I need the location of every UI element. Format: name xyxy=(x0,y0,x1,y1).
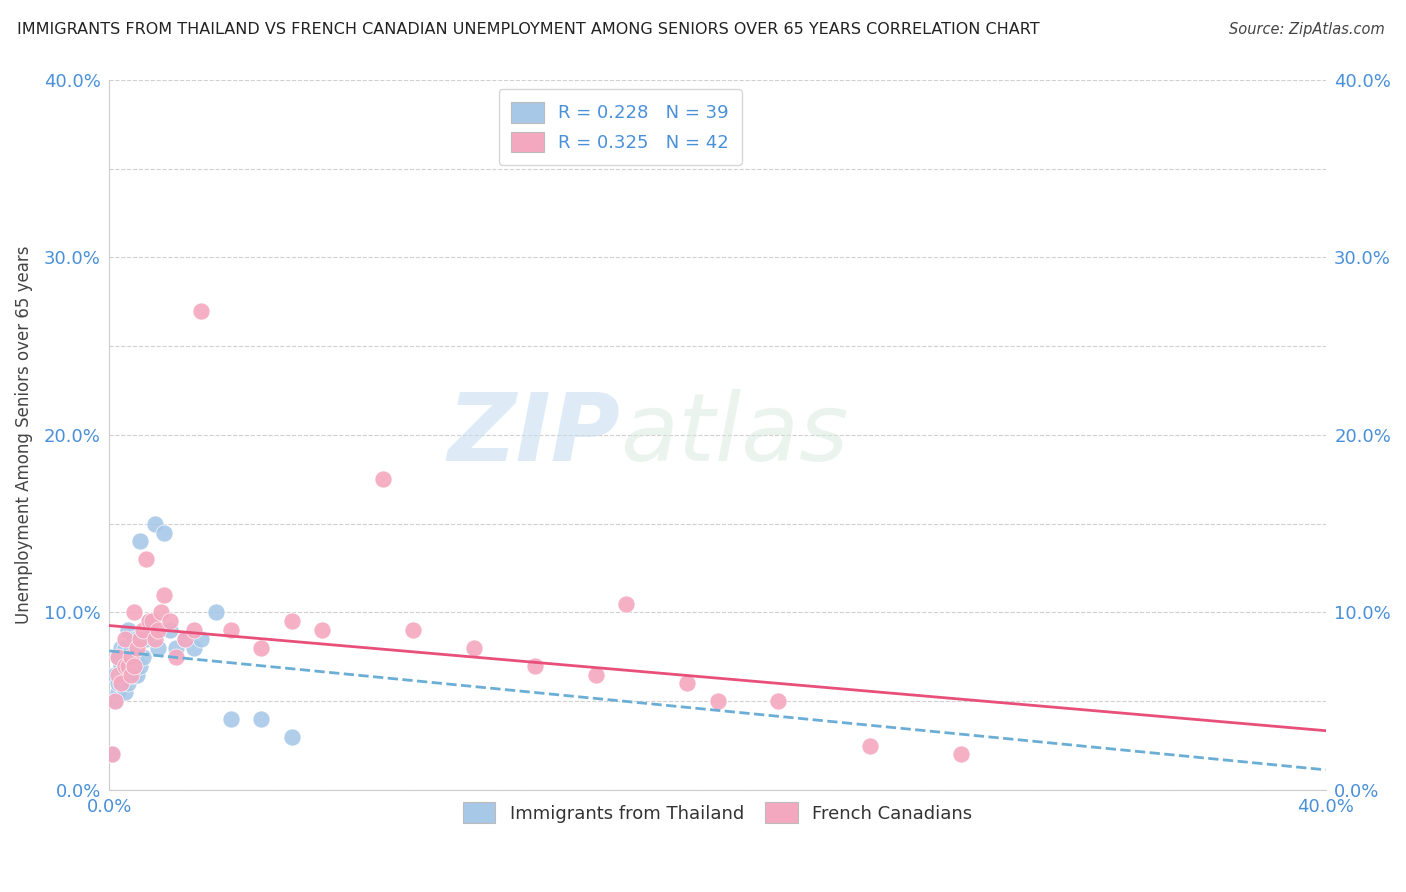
Point xyxy=(128,658,150,673)
Point xyxy=(174,632,197,646)
Point xyxy=(120,667,142,681)
Point xyxy=(153,588,176,602)
Point xyxy=(524,658,547,673)
Point xyxy=(676,676,699,690)
Point xyxy=(107,649,129,664)
Point xyxy=(128,632,150,646)
Point xyxy=(281,615,304,629)
Point xyxy=(183,640,205,655)
Point xyxy=(159,623,181,637)
Point xyxy=(120,649,142,664)
Point xyxy=(117,676,139,690)
Point xyxy=(138,615,160,629)
Point xyxy=(183,623,205,637)
Point xyxy=(110,640,132,655)
Point xyxy=(371,472,394,486)
Point xyxy=(117,658,139,673)
Point xyxy=(125,632,148,646)
Point xyxy=(101,747,124,762)
Y-axis label: Unemployment Among Seniors over 65 years: Unemployment Among Seniors over 65 years xyxy=(15,245,32,624)
Point xyxy=(104,694,127,708)
Point xyxy=(949,747,972,762)
Point xyxy=(219,712,242,726)
Text: atlas: atlas xyxy=(620,390,848,481)
Point xyxy=(110,676,132,690)
Point xyxy=(585,667,607,681)
Point xyxy=(104,694,127,708)
Point xyxy=(110,658,132,673)
Point xyxy=(117,658,139,673)
Text: ZIP: ZIP xyxy=(447,389,620,481)
Point xyxy=(125,640,148,655)
Point xyxy=(122,632,145,646)
Point xyxy=(250,712,273,726)
Point xyxy=(114,685,136,699)
Text: Source: ZipAtlas.com: Source: ZipAtlas.com xyxy=(1229,22,1385,37)
Point xyxy=(281,730,304,744)
Legend: Immigrants from Thailand, French Canadians: Immigrants from Thailand, French Canadia… xyxy=(451,791,983,834)
Point xyxy=(122,606,145,620)
Point xyxy=(219,623,242,637)
Point xyxy=(402,623,425,637)
Point xyxy=(165,640,187,655)
Point xyxy=(114,658,136,673)
Point xyxy=(122,667,145,681)
Point xyxy=(138,615,160,629)
Text: IMMIGRANTS FROM THAILAND VS FRENCH CANADIAN UNEMPLOYMENT AMONG SENIORS OVER 65 Y: IMMIGRANTS FROM THAILAND VS FRENCH CANAD… xyxy=(17,22,1039,37)
Point xyxy=(859,739,882,753)
Point xyxy=(143,516,166,531)
Point xyxy=(165,649,187,664)
Point xyxy=(114,667,136,681)
Point xyxy=(150,606,173,620)
Point xyxy=(125,667,148,681)
Point xyxy=(101,747,124,762)
Point xyxy=(117,623,139,637)
Point xyxy=(107,685,129,699)
Point xyxy=(141,615,163,629)
Point xyxy=(159,615,181,629)
Point xyxy=(128,534,150,549)
Point xyxy=(768,694,790,708)
Point xyxy=(114,640,136,655)
Point xyxy=(143,632,166,646)
Point xyxy=(120,640,142,655)
Point xyxy=(141,615,163,629)
Point xyxy=(135,552,157,566)
Point xyxy=(107,676,129,690)
Point xyxy=(250,640,273,655)
Point xyxy=(614,597,637,611)
Point xyxy=(190,303,212,318)
Point xyxy=(706,694,728,708)
Point xyxy=(132,623,155,637)
Point xyxy=(190,632,212,646)
Point xyxy=(107,667,129,681)
Point xyxy=(135,632,157,646)
Point xyxy=(146,640,169,655)
Point xyxy=(132,649,155,664)
Point xyxy=(463,640,485,655)
Point xyxy=(204,606,226,620)
Point xyxy=(114,632,136,646)
Point xyxy=(153,525,176,540)
Point xyxy=(146,623,169,637)
Point xyxy=(120,667,142,681)
Point xyxy=(107,649,129,664)
Point xyxy=(104,667,127,681)
Point xyxy=(122,658,145,673)
Point xyxy=(110,676,132,690)
Point xyxy=(174,632,197,646)
Point xyxy=(311,623,333,637)
